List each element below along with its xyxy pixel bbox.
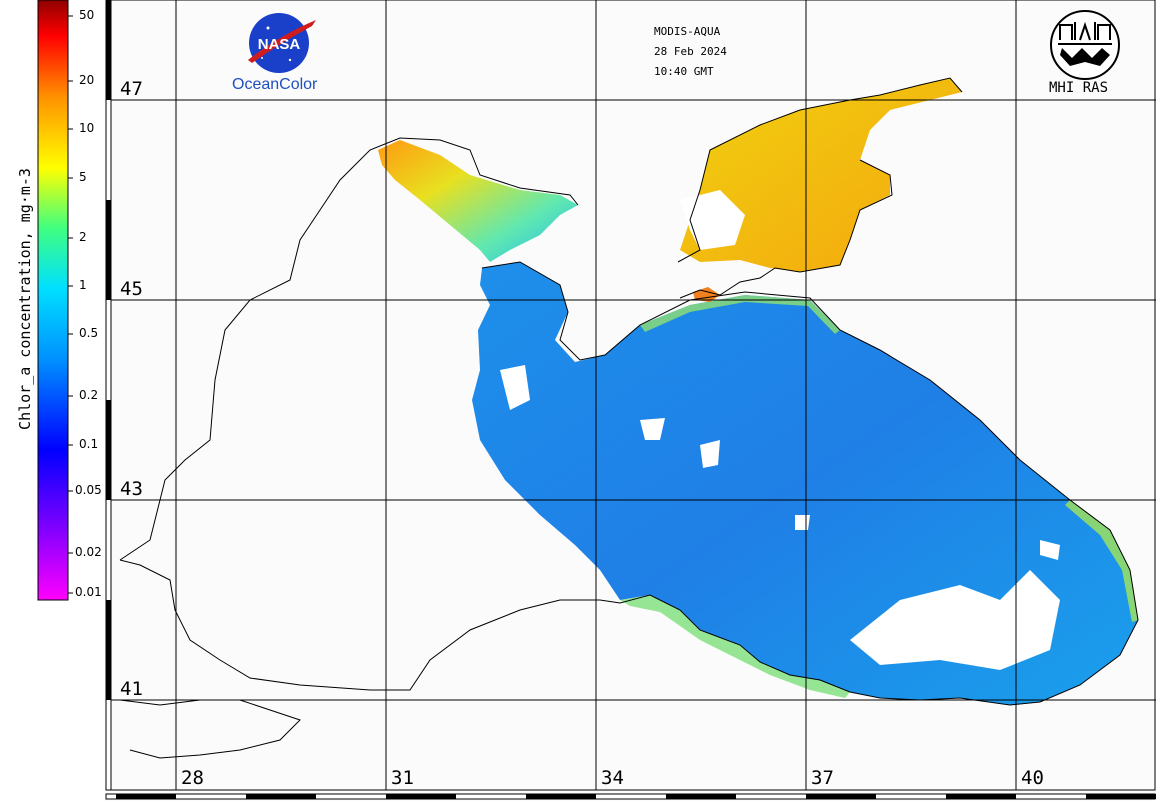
longitude-scale-bar <box>105 793 1156 800</box>
longitude-label: 34 <box>601 767 624 789</box>
colorbar-tick-label: 20 <box>79 73 95 87</box>
colorbar <box>37 0 69 601</box>
colorbar-ticks <box>68 15 73 594</box>
graticule <box>106 0 1156 790</box>
coastline-turkey-islands <box>119 699 301 759</box>
colorbar-tick-label: 50 <box>79 8 95 22</box>
latitude-label: 47 <box>120 78 143 100</box>
cloud-gap <box>700 440 720 468</box>
colorbar-tick-label: 0.05 <box>75 483 102 497</box>
colorbar-tick-label: 0.01 <box>75 585 102 599</box>
sensor-label: MODIS-AQUA <box>654 25 721 38</box>
nasa-logo: NASA <box>248 13 316 73</box>
nasa-logo-text: NASA <box>258 36 301 53</box>
longitude-label: 28 <box>181 767 204 789</box>
cloud-gap <box>500 365 530 410</box>
colorbar-title: Chlor_a concentration, mg·m-3 <box>16 168 34 430</box>
cloud-gap <box>640 418 665 440</box>
cloud-gap <box>795 515 810 530</box>
colorbar-tick-label: 10 <box>79 121 95 135</box>
longitude-label: 37 <box>811 767 834 789</box>
cloud-gap <box>1040 540 1060 560</box>
cloud-gap <box>850 570 1060 670</box>
colorbar-tick-label: 0.02 <box>75 545 102 559</box>
latitude-scale-bar <box>105 0 112 791</box>
longitude-label: 31 <box>391 767 414 789</box>
colorbar-tick-label: 0.1 <box>79 437 99 451</box>
sea-of-azov-chlorophyll <box>680 78 962 272</box>
colorbar-tick-label: 0.5 <box>79 326 99 340</box>
longitude-label: 40 <box>1021 767 1044 789</box>
colorbar-tick-label: 0.2 <box>79 388 99 402</box>
azov-cloud <box>680 190 745 250</box>
date-label: 28 Feb 2024 <box>654 45 727 58</box>
mhi-ras-label: MHI RAS <box>1049 80 1109 96</box>
latitude-label: 41 <box>120 678 143 700</box>
coastal-bloom-south <box>620 595 850 698</box>
colorbar-tick-label: 5 <box>79 170 87 184</box>
latitude-label: 45 <box>120 278 143 300</box>
latitude-label: 43 <box>120 478 143 500</box>
colorbar-tick-label: 2 <box>79 230 87 244</box>
northwest-shelf-plume <box>378 140 578 262</box>
colorbar-tick-label: 1 <box>79 278 87 292</box>
mhi-emblem <box>1050 10 1120 80</box>
oceancolor-label: OceanColor <box>232 76 318 93</box>
coastal-bloom-north <box>640 295 840 334</box>
coastal-bloom-east <box>1065 500 1138 622</box>
time-label: 10:40 GMT <box>654 65 714 78</box>
